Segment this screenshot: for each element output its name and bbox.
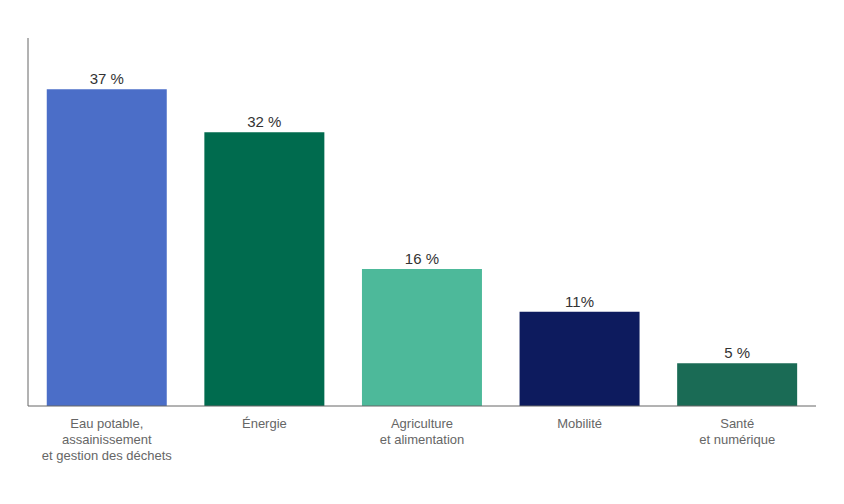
- svg-text:Mobilité: Mobilité: [557, 416, 602, 431]
- svg-text:37 %: 37 %: [90, 70, 124, 87]
- svg-text:16 %: 16 %: [405, 250, 439, 267]
- svg-text:Santéet numérique: Santéet numérique: [699, 416, 775, 447]
- svg-text:11%: 11%: [565, 293, 594, 310]
- svg-text:Eau potable,assainissementet g: Eau potable,assainissementet gestion des…: [42, 416, 173, 463]
- svg-text:Énergie: Énergie: [242, 416, 287, 431]
- svg-text:5 %: 5 %: [724, 344, 750, 361]
- svg-text:Agricultureet alimentation: Agricultureet alimentation: [380, 416, 465, 447]
- svg-text:32 %: 32 %: [247, 113, 281, 130]
